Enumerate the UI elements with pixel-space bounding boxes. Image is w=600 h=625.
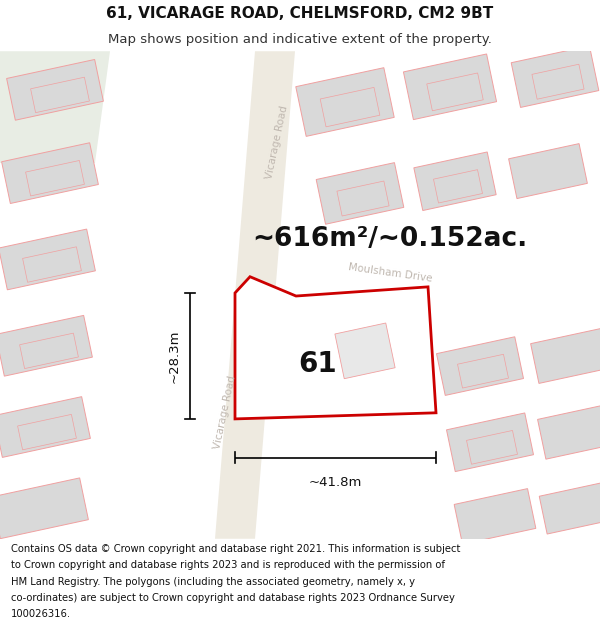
Polygon shape [403, 54, 497, 119]
Polygon shape [414, 152, 496, 211]
Polygon shape [433, 169, 482, 203]
Polygon shape [296, 68, 394, 136]
Text: Vicarage Road: Vicarage Road [265, 105, 290, 181]
Polygon shape [454, 489, 536, 544]
Text: co-ordinates) are subject to Crown copyright and database rights 2023 Ordnance S: co-ordinates) are subject to Crown copyr… [11, 592, 455, 602]
Polygon shape [511, 46, 599, 108]
Polygon shape [530, 329, 600, 383]
Polygon shape [235, 277, 436, 419]
Text: HM Land Registry. The polygons (including the associated geometry, namely x, y: HM Land Registry. The polygons (includin… [11, 577, 415, 587]
Polygon shape [17, 414, 76, 450]
Text: ~616m²/~0.152ac.: ~616m²/~0.152ac. [253, 226, 527, 252]
Polygon shape [427, 73, 483, 111]
Polygon shape [7, 59, 103, 120]
Text: 100026316.: 100026316. [11, 609, 71, 619]
Text: Map shows position and indicative extent of the property.: Map shows position and indicative extent… [108, 34, 492, 46]
Polygon shape [0, 316, 92, 376]
Polygon shape [467, 431, 517, 464]
Polygon shape [23, 247, 82, 282]
Text: Vicarage Road: Vicarage Road [212, 374, 238, 449]
Polygon shape [26, 161, 85, 196]
Text: ~28.3m: ~28.3m [167, 329, 181, 382]
Polygon shape [0, 478, 88, 539]
Polygon shape [437, 337, 523, 396]
Polygon shape [509, 144, 587, 199]
Polygon shape [0, 229, 95, 290]
Polygon shape [539, 482, 600, 534]
Text: Contains OS data © Crown copyright and database right 2021. This information is : Contains OS data © Crown copyright and d… [11, 544, 460, 554]
Polygon shape [458, 354, 508, 388]
Polygon shape [320, 88, 380, 127]
Polygon shape [31, 78, 89, 112]
Polygon shape [532, 64, 584, 99]
Polygon shape [2, 142, 98, 204]
Polygon shape [538, 405, 600, 459]
Polygon shape [20, 333, 79, 369]
Polygon shape [0, 51, 110, 163]
Polygon shape [0, 397, 91, 458]
Polygon shape [446, 413, 533, 472]
Polygon shape [337, 181, 389, 216]
Text: 61, VICARAGE ROAD, CHELMSFORD, CM2 9BT: 61, VICARAGE ROAD, CHELMSFORD, CM2 9BT [106, 6, 494, 21]
Polygon shape [335, 323, 395, 379]
Polygon shape [215, 51, 295, 539]
Text: Moulsham Drive: Moulsham Drive [347, 262, 433, 284]
Polygon shape [316, 162, 404, 224]
Text: to Crown copyright and database rights 2023 and is reproduced with the permissio: to Crown copyright and database rights 2… [11, 561, 445, 571]
Text: ~41.8m: ~41.8m [309, 476, 362, 489]
Text: 61: 61 [299, 350, 337, 378]
